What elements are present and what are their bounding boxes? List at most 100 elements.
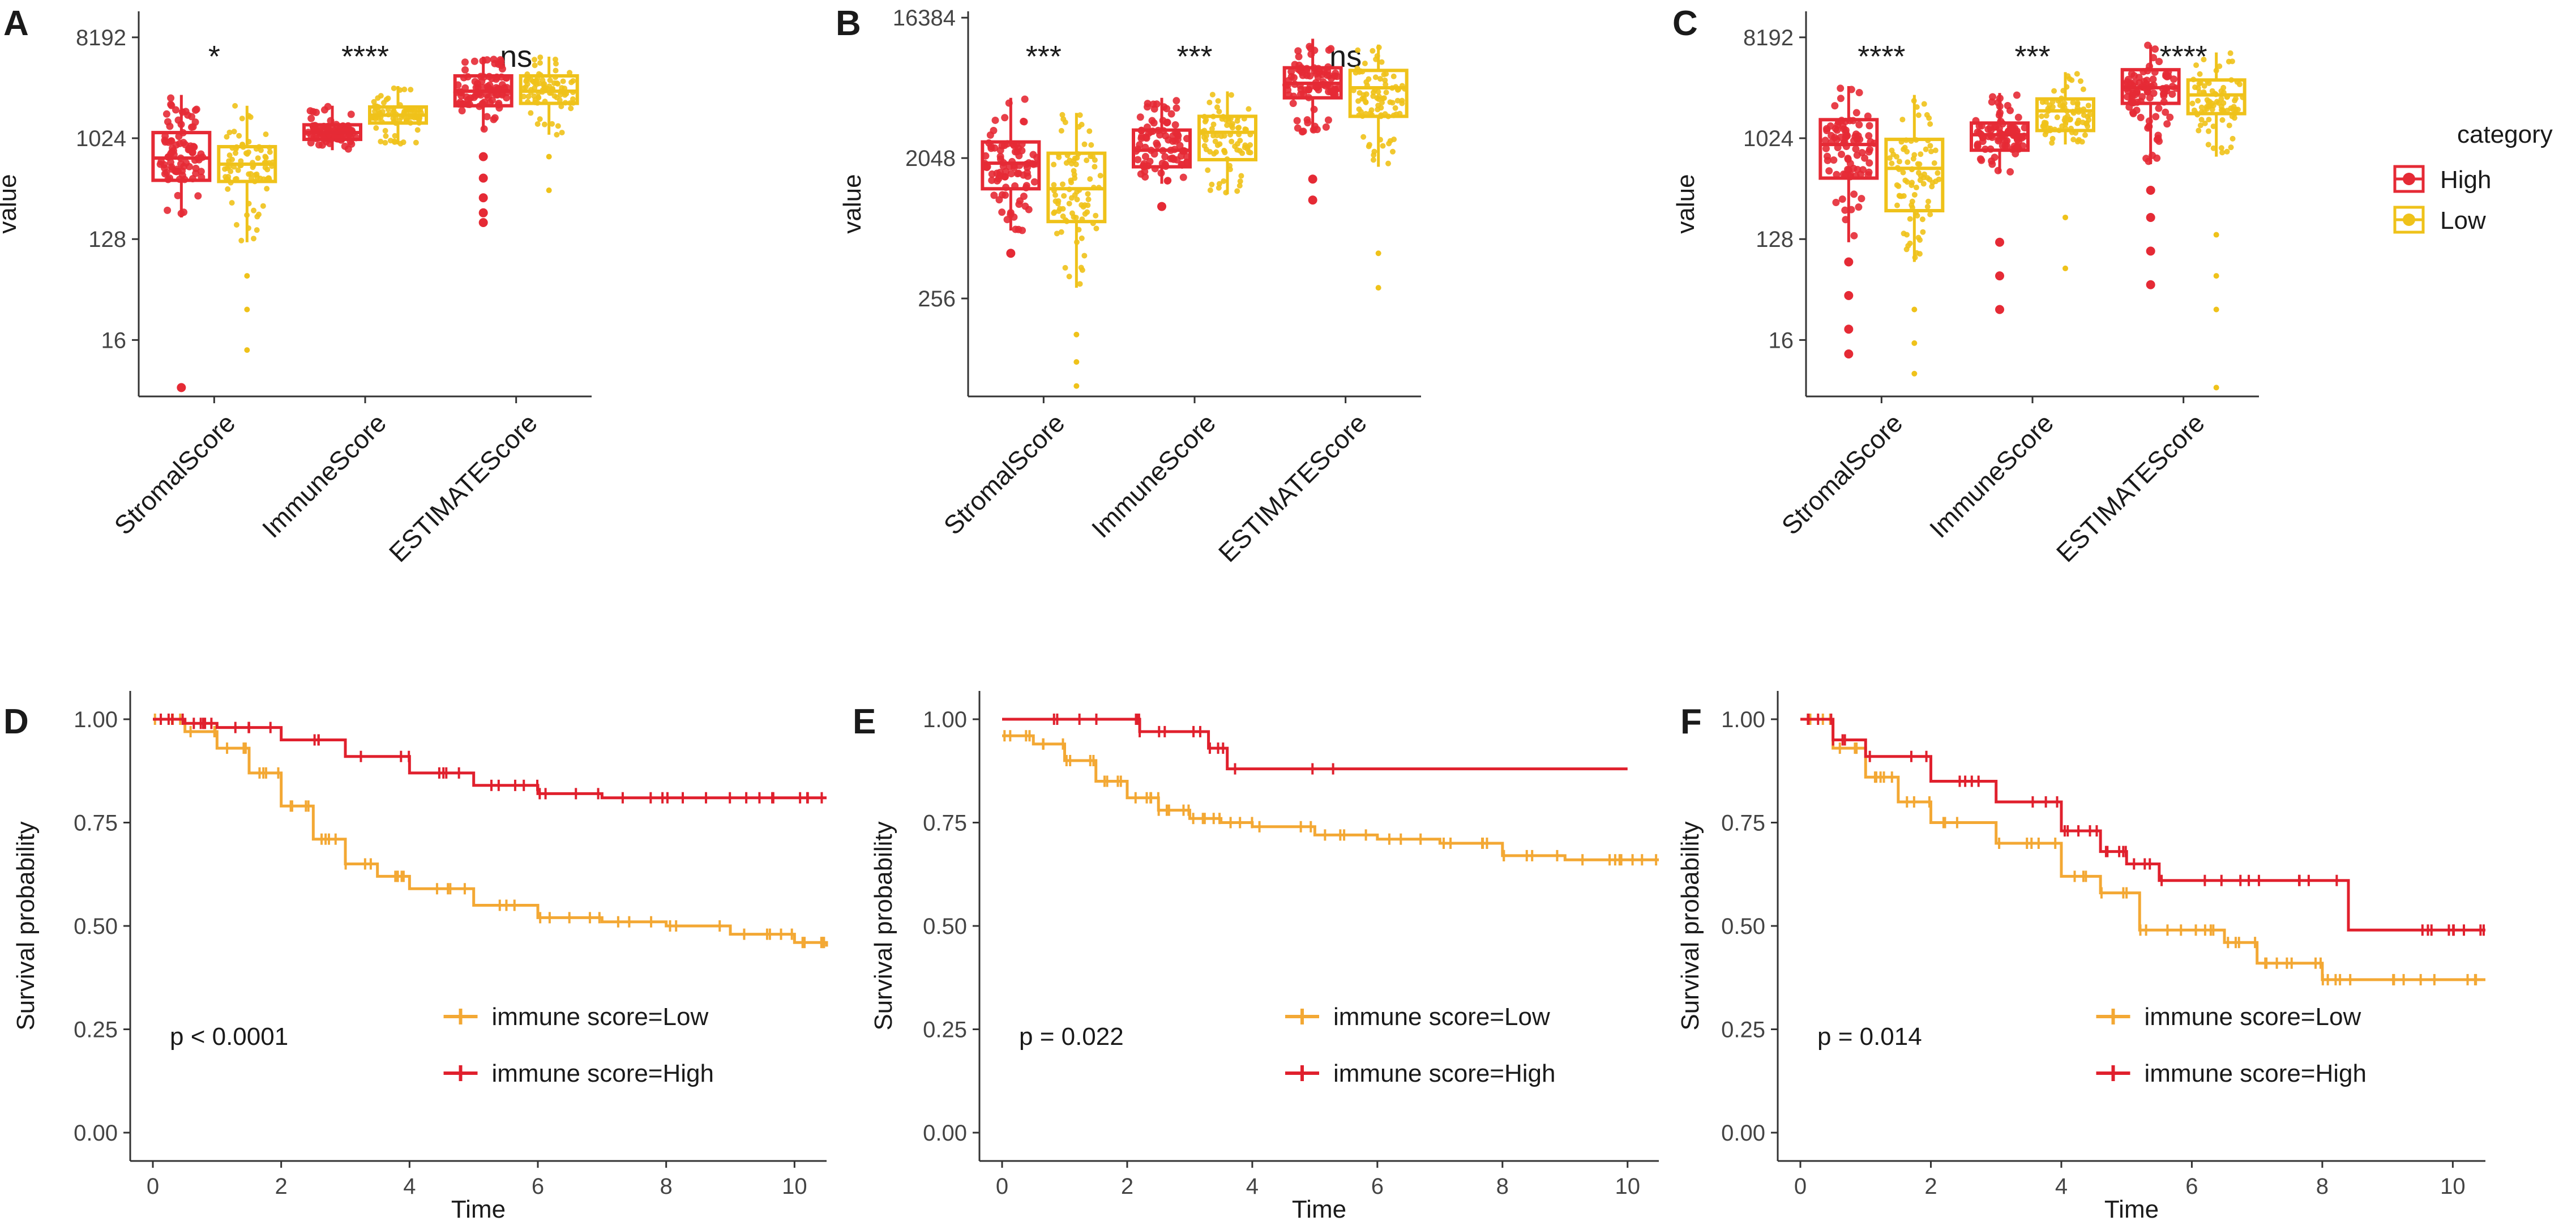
outlier-point bbox=[1911, 370, 1918, 377]
x-tick-label: 2 bbox=[1121, 1174, 1133, 1199]
data-point bbox=[1858, 195, 1865, 203]
data-point bbox=[534, 121, 541, 127]
data-point bbox=[1312, 70, 1320, 78]
data-point bbox=[1082, 211, 1088, 217]
box bbox=[1818, 118, 1879, 180]
data-point bbox=[1991, 153, 1999, 161]
data-point bbox=[2210, 103, 2216, 109]
data-point bbox=[2236, 81, 2243, 87]
data-point bbox=[391, 85, 397, 91]
data-point bbox=[2069, 77, 2075, 83]
data-point bbox=[2051, 88, 2057, 94]
y-axis-title: Survival probability bbox=[12, 821, 40, 1030]
data-point bbox=[1865, 159, 1873, 167]
data-point bbox=[1202, 118, 1208, 125]
data-point bbox=[1079, 121, 1085, 127]
outlier-point bbox=[478, 217, 488, 227]
data-point bbox=[1179, 173, 1187, 181]
data-point bbox=[177, 160, 185, 168]
data-point bbox=[532, 97, 538, 103]
panel-f: F 0.00 0.25 0.50 0.75 1.00 0 2 4 6 8 10 Time Survival… bbox=[1676, 691, 2485, 1221]
data-point bbox=[1371, 148, 1377, 155]
panel-letter: C bbox=[1672, 4, 1698, 43]
data-point bbox=[1903, 232, 1910, 238]
data-point bbox=[1173, 97, 1180, 105]
data-point bbox=[1920, 229, 1926, 235]
data-point bbox=[1062, 264, 1068, 271]
data-point bbox=[1320, 68, 1328, 76]
data-point bbox=[1081, 141, 1088, 147]
data-point bbox=[1237, 178, 1243, 185]
data-point bbox=[1360, 134, 1367, 140]
data-point bbox=[1093, 212, 1099, 219]
data-point bbox=[1839, 122, 1847, 130]
y-tick-label: 1024 bbox=[76, 126, 126, 151]
data-point bbox=[2061, 105, 2068, 111]
data-point bbox=[1214, 133, 1220, 139]
data-point bbox=[1832, 198, 1840, 206]
data-point bbox=[1153, 139, 1161, 147]
data-point bbox=[1236, 125, 1242, 131]
data-point bbox=[1377, 76, 1383, 82]
box bbox=[1348, 69, 1409, 118]
data-point bbox=[1301, 86, 1309, 94]
data-point bbox=[1322, 123, 1330, 131]
data-point bbox=[1156, 131, 1164, 139]
data-point bbox=[1134, 156, 1142, 164]
data-point bbox=[988, 176, 996, 184]
data-point bbox=[1161, 153, 1169, 161]
data-point bbox=[1992, 123, 2000, 131]
data-point bbox=[266, 175, 272, 181]
data-point bbox=[1927, 121, 1933, 127]
data-point bbox=[497, 58, 505, 66]
data-point bbox=[1293, 117, 1301, 125]
data-point bbox=[1935, 170, 1941, 176]
data-point bbox=[1853, 151, 1861, 159]
data-point bbox=[1287, 68, 1295, 76]
data-point bbox=[1207, 187, 1213, 193]
outlier-point bbox=[478, 208, 488, 217]
data-point bbox=[1386, 140, 1392, 147]
data-point bbox=[185, 163, 193, 170]
data-point bbox=[244, 151, 250, 157]
data-point bbox=[1894, 202, 1900, 208]
data-point bbox=[1865, 168, 1873, 176]
data-point bbox=[1051, 161, 1057, 168]
y-tick-label: 16384 bbox=[893, 6, 956, 31]
data-point bbox=[1399, 100, 1405, 106]
data-point bbox=[1087, 176, 1093, 182]
data-point bbox=[191, 106, 199, 114]
data-point bbox=[1898, 193, 1905, 199]
data-point bbox=[1918, 151, 1924, 157]
data-point bbox=[2196, 127, 2202, 134]
data-point bbox=[2201, 57, 2207, 63]
data-point bbox=[1931, 160, 1937, 166]
data-point bbox=[1068, 177, 1074, 183]
data-point bbox=[1920, 174, 1927, 181]
data-point bbox=[1093, 225, 1099, 232]
data-point bbox=[1925, 198, 1932, 204]
y-axis-title: value bbox=[1672, 174, 1700, 233]
data-point bbox=[540, 77, 546, 83]
data-point bbox=[1382, 77, 1388, 83]
data-point bbox=[380, 100, 387, 106]
outlier-point bbox=[177, 383, 186, 392]
data-point bbox=[523, 84, 529, 90]
data-point bbox=[1370, 48, 1376, 54]
data-point bbox=[2228, 144, 2234, 151]
data-point bbox=[1828, 131, 1835, 139]
significance-label: *** bbox=[1026, 40, 1062, 74]
data-point bbox=[2083, 121, 2089, 127]
data-point bbox=[1920, 181, 1927, 187]
data-point bbox=[1221, 178, 1227, 184]
outlier-point bbox=[2062, 214, 2068, 220]
data-point bbox=[1902, 144, 1908, 151]
data-point bbox=[549, 121, 555, 127]
data-point bbox=[1015, 169, 1022, 177]
data-point bbox=[1203, 146, 1209, 152]
outlier-point bbox=[2146, 246, 2155, 256]
data-point bbox=[1051, 182, 1057, 188]
data-point bbox=[1355, 47, 1361, 53]
data-point bbox=[232, 103, 238, 109]
